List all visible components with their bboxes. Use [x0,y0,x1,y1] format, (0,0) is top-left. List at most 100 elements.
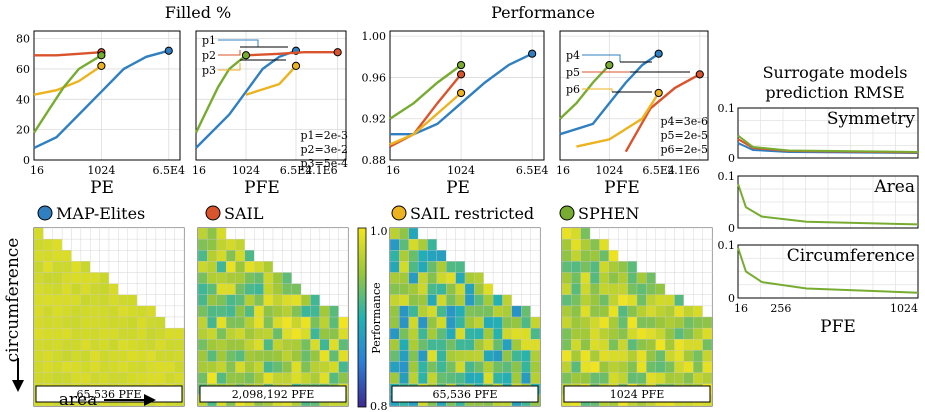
rmse-frame [737,107,919,159]
xlabel-pe-1: PE [90,178,114,198]
heatmap-empty-cell [674,250,685,262]
heatmap-empty-cell [338,238,349,251]
series-line-sail-restricted [576,92,660,148]
heatmap-cell [636,327,647,340]
heatmap-cell [474,316,484,329]
heatmap-cell [530,361,541,373]
heatmap-empty-cell [521,283,531,295]
heatmap-cell [608,294,619,307]
filled-pe-chart: 0 20 40 60 80 16 1024 6.5E4 [16,30,185,177]
heatmap-cell [417,238,428,251]
heatmap-cell [244,261,255,273]
heatmap-cell [272,361,283,373]
heatmap-cell [282,361,292,373]
heatmap-empty-cell [474,227,484,240]
heatmap-cell [571,294,581,307]
heatmap-empty-cell [174,316,185,329]
filled-title: Filled % [165,3,231,22]
heatmap-empty-cell [530,272,541,284]
heatmap-cell [300,361,311,373]
heatmap-cell [417,250,428,262]
heatmap-cell [127,372,138,384]
heatmap-empty-cell [300,261,311,273]
heatmap-cell [225,361,236,373]
heatmap-cell [197,227,208,240]
heatmap-cell [636,361,647,373]
heatmap-cell [589,361,600,373]
heatmap-cell [436,283,447,295]
heatmap-empty-cell [338,272,349,284]
heatmap-empty-cell [310,238,321,251]
heatmap-empty-cell [300,283,311,295]
heatmap-empty-cell [174,261,185,273]
heatmap-cell [235,339,246,351]
heatmap-cell [52,372,63,384]
heatmap-cell [399,350,409,362]
heatmap-cell [693,305,703,318]
heatmap-cell [455,327,466,340]
heatmap-cell [636,283,647,295]
heatmap-cell [235,238,246,251]
heatmap-empty-cell [502,227,513,240]
heatmap-cell [300,316,311,329]
heatmap-cell [389,227,400,240]
heatmap-cell [90,361,100,373]
heatmap-cell [455,339,466,351]
heatmap-cell [319,305,330,318]
heatmap-cell [492,327,503,340]
heatmap-cell [43,350,53,362]
heatmap-cell [530,316,541,329]
heatmap-cell [338,372,349,384]
heatmap-cell [33,316,44,329]
heatmap-cell [580,327,591,340]
heatmap-cell [90,294,100,307]
series-end-marker [456,88,466,98]
heatmap-cell [52,361,63,373]
heatmap-cell [61,350,72,362]
heatmap-cell [43,238,53,251]
heatmap-cell [408,261,419,273]
heatmap-empty-cell [155,283,166,295]
heatmap-cell [571,238,581,251]
heatmap-cell [674,350,685,362]
heatmap-cell [225,316,236,329]
heatmap-cell [492,294,503,307]
heatmap-empty-cell [646,238,656,251]
heatmap-cell [235,272,246,284]
heatmap-empty-cell [80,227,91,240]
heatmap-cell [646,316,656,329]
heatmap-cell [235,361,246,373]
heatmap-cell [43,327,53,340]
heatmap-cell [502,294,513,307]
y-tick-label: 0.88 [362,154,387,167]
heatmap-empty-cell [310,261,321,273]
heatmap-cell [71,316,82,329]
heatmap-cell [646,372,656,384]
heatmap-cell [389,339,400,351]
heatmap-cell [43,316,53,329]
heatmap-cell [310,350,321,362]
heatmap-cell [90,272,100,284]
heatmap-empty-cell [329,227,339,240]
heatmap-cell [511,327,522,340]
heatmap-cell [655,294,666,307]
heatmap-cell [329,327,339,340]
series-end-marker [605,60,614,70]
heatmap-empty-cell [338,250,349,262]
heatmap-cell [646,294,656,307]
x-tick-label: 1024 [447,164,475,177]
heatmap-cell [61,272,72,284]
heatmap-cell [52,238,63,251]
heatmap-empty-cell [521,294,531,307]
heatmap-empty-cell [263,238,274,251]
heatmap-cell [118,339,128,351]
performance-title: Performance [491,3,595,22]
series-end-marker [456,60,466,70]
heatmap-cell [589,305,600,318]
heatmap-empty-cell [136,272,147,284]
heatmap-cell [674,305,685,318]
series-line-map-elites [195,49,297,149]
series-end-marker [456,70,466,79]
x-tick-label: 2.1E6 [667,164,700,177]
heatmap-empty-cell [436,238,447,251]
